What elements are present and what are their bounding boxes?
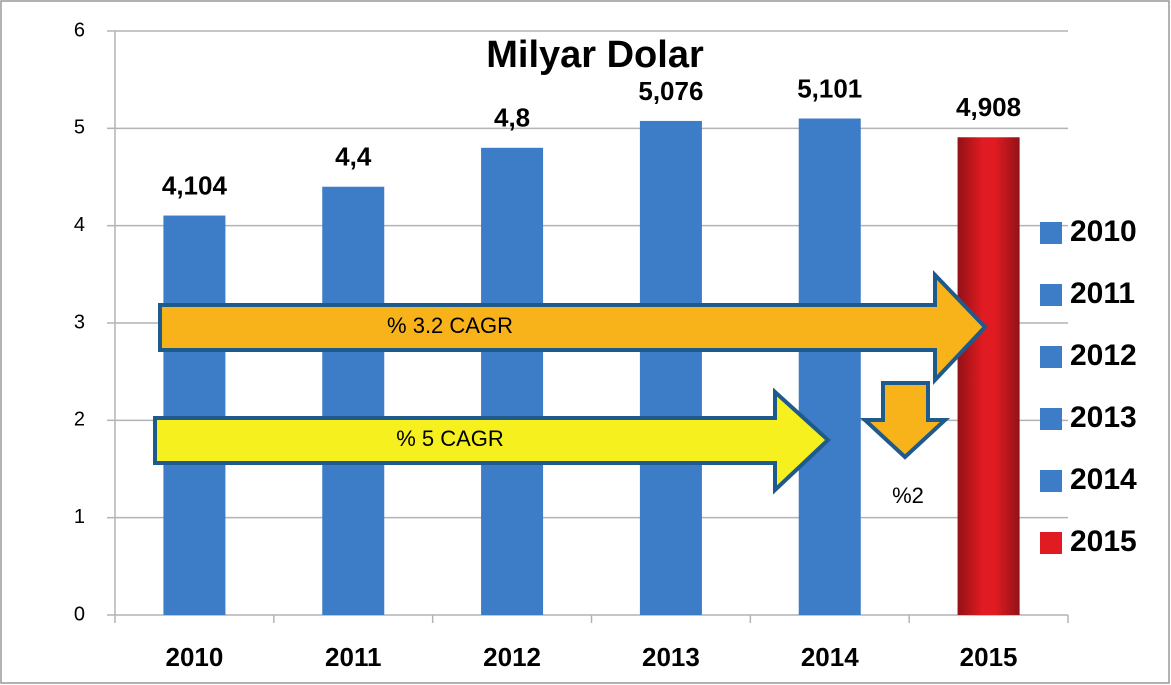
y-tick-label: 6 [74, 19, 85, 41]
x-tick-label: 2010 [165, 642, 223, 672]
x-tick-label: 2015 [960, 642, 1018, 672]
bars [163, 118, 1020, 616]
x-tick-label: 2011 [325, 642, 381, 672]
annotation: % 3.2 CAGR [387, 313, 513, 338]
legend-label: 2014 [1070, 463, 1137, 496]
x-tick-label: 2014 [801, 642, 859, 672]
legend-swatch [1040, 408, 1062, 430]
y-tick-label: 1 [74, 506, 85, 528]
legend-swatch [1040, 532, 1062, 554]
y-tick-label: 4 [74, 214, 85, 236]
value-label: 5,076 [638, 76, 703, 106]
bar-shade [957, 137, 1020, 615]
legend-label: 2013 [1070, 401, 1137, 434]
legend-swatch [1040, 284, 1062, 306]
bar [639, 120, 702, 615]
legend-label: 2010 [1070, 215, 1137, 248]
chart-title: Milyar Dolar [486, 34, 704, 76]
legend-swatch [1040, 346, 1062, 368]
bar [798, 118, 861, 615]
annotation: %2 [892, 483, 924, 508]
value-label: 4,4 [335, 142, 372, 172]
value-label: 5,101 [797, 73, 862, 103]
bar [481, 147, 544, 616]
legend-label: 2015 [1070, 525, 1137, 558]
bar [322, 186, 385, 615]
decline-arrow [859, 381, 951, 460]
y-tick-label: 3 [74, 311, 85, 333]
bar [163, 215, 226, 615]
legend-swatch [1040, 222, 1062, 244]
value-label: 4,104 [162, 170, 228, 200]
legend-label: 2011 [1070, 277, 1135, 310]
x-tick-label: 2012 [483, 642, 541, 672]
legend-label: 2012 [1070, 339, 1137, 372]
cagr-arrow-1 [158, 270, 988, 386]
y-tick-label: 5 [74, 117, 85, 139]
cagr-arrow-2 [153, 387, 831, 495]
legend-swatch [1040, 470, 1062, 492]
x-tick-label: 2013 [642, 642, 700, 672]
value-label: 4,8 [494, 103, 530, 133]
value-label: 4,908 [956, 92, 1021, 122]
y-tick-label: 2 [74, 409, 85, 431]
y-tick-label: 0 [74, 603, 85, 625]
annotation: % 5 CAGR [396, 426, 504, 451]
